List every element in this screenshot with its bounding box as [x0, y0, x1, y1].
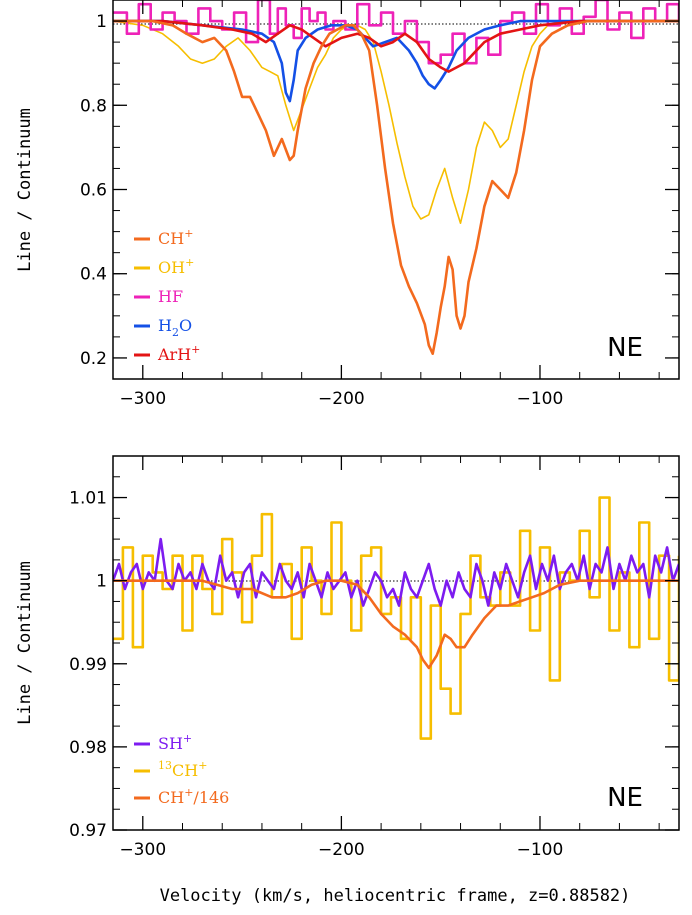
bottom-legend-label-ch-plus: CH+/146	[158, 786, 229, 807]
top-panel: −300 −200 −100 0.2 0.4 0.6 0.8 1 Line / Continu…	[15, 0, 680, 409]
top-legend-label-h2o: H2O	[158, 316, 192, 339]
top-legend-label-ch-plus: CH+	[158, 227, 193, 248]
top-series-group	[113, 0, 679, 355]
bottom-legend: SH+ 13CH+ CH+/146	[134, 732, 229, 807]
bottom-y-axis-title: Line / Continuum	[15, 561, 35, 725]
top-legend-label-hf: HF	[158, 287, 183, 306]
bottom-legend-label-c13h-plus: 13CH+	[158, 759, 207, 780]
bottom-y-tick-label: 0.97	[69, 821, 107, 841]
top-y-tick-label: 1	[96, 12, 107, 32]
top-y-tick-label: 0.2	[80, 349, 107, 369]
bottom-y-tick-label: 0.98	[69, 738, 107, 758]
bottom-panel: −300 −200 −100 0.97 0.98 0.99 1 1.01 Line / Con…	[15, 455, 680, 860]
bottom-legend-label-sh-plus: SH+	[158, 732, 192, 753]
bottom-panel-label: NE	[607, 783, 643, 813]
bottom-series-sh-plus	[113, 537, 679, 607]
top-plot-frame	[112, 0, 680, 380]
bottom-y-tick-label: 1.01	[69, 489, 107, 509]
top-y-tick-label: 0.8	[80, 96, 107, 116]
bottom-series-c13h-plus	[113, 496, 679, 740]
bottom-y-tick-label: 1	[96, 572, 107, 592]
bottom-y-tick-label: 0.99	[69, 655, 107, 675]
top-legend-label-arh-plus: ArH+	[157, 343, 200, 364]
bottom-series-ch-plus	[113, 579, 679, 670]
top-panel-label: NE	[607, 333, 643, 363]
bottom-ticks-group: −300 −200 −100 0.97 0.98 0.99 1 1.01	[69, 455, 679, 860]
top-legend-label-oh-plus: OH+	[158, 256, 194, 277]
bottom-x-tick-label: −300	[119, 840, 166, 860]
top-series-ch-plus	[113, 19, 679, 355]
top-legend: CH+ OH+ HF H2O ArH+	[134, 227, 200, 364]
top-x-tick-label: −300	[119, 389, 166, 409]
top-x-tick-label: −200	[318, 389, 365, 409]
bottom-series-group	[113, 496, 679, 740]
x-axis-title: Velocity (km/s, heliocentric frame, z=0.…	[160, 886, 631, 906]
top-series-h2o	[113, 19, 679, 103]
top-ticks-group: −300 −200 −100 0.2 0.4 0.6 0.8 1	[80, 0, 679, 409]
bottom-x-tick-label: −200	[318, 840, 365, 860]
top-series-hf	[113, 0, 679, 65]
bottom-x-tick-label: −100	[517, 840, 564, 860]
top-x-tick-label: −100	[517, 389, 564, 409]
top-y-tick-label: 0.6	[80, 181, 107, 201]
top-y-tick-label: 0.4	[80, 265, 107, 285]
top-y-axis-title: Line / Continuum	[15, 108, 35, 272]
top-series-arh-plus	[113, 19, 679, 73]
top-series-oh-plus	[113, 20, 679, 224]
